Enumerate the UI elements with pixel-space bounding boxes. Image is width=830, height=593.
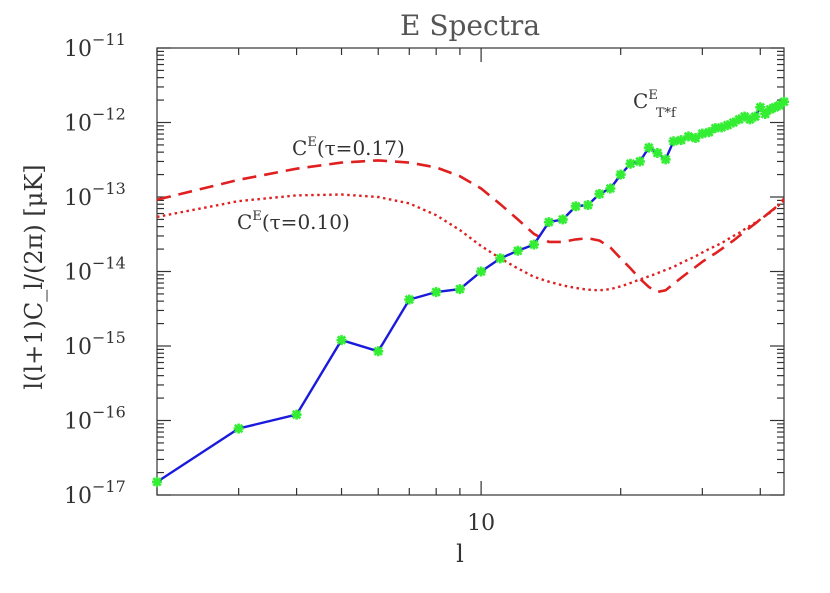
data-point bbox=[634, 156, 645, 167]
series-label-tau017: CE(τ=0.17) bbox=[292, 135, 405, 160]
data-point bbox=[652, 147, 663, 158]
y-tick-label: 10−17 bbox=[64, 477, 126, 509]
y-tick-base: 10 bbox=[64, 484, 92, 509]
data-point bbox=[570, 201, 581, 212]
y-tick-exp: −13 bbox=[92, 179, 126, 198]
series-label-tau017-main: C bbox=[292, 136, 307, 160]
data-point bbox=[512, 245, 523, 256]
y-tick-exp: −17 bbox=[92, 477, 126, 496]
series-line-0 bbox=[157, 100, 784, 483]
y-axis-label: l(l+1)C_l/(2π) [μK] bbox=[20, 164, 48, 389]
series-label-tau010-main: C bbox=[237, 210, 252, 234]
y-tick-exp: −11 bbox=[92, 30, 126, 49]
series-line-2 bbox=[157, 193, 784, 292]
x-axis: 10 bbox=[156, 48, 761, 536]
data-point bbox=[557, 214, 568, 225]
y-tick-base: 10 bbox=[64, 186, 92, 211]
data-point bbox=[476, 266, 487, 277]
series-layer bbox=[152, 96, 789, 487]
data-point bbox=[528, 239, 539, 250]
series-label-tau017-sup: E bbox=[307, 135, 317, 150]
series-line-1 bbox=[157, 159, 784, 294]
series-label-tf: CE T*f bbox=[633, 88, 677, 121]
data-point bbox=[233, 423, 244, 434]
data-point bbox=[152, 476, 162, 487]
data-point bbox=[454, 284, 465, 295]
series-label-tf-sub: T*f bbox=[656, 106, 677, 121]
y-tick-exp: −14 bbox=[92, 254, 126, 273]
data-point bbox=[336, 335, 347, 346]
y-tick-base: 10 bbox=[64, 112, 92, 137]
y-tick-label: 10−16 bbox=[64, 403, 126, 435]
y-tick-exp: −16 bbox=[92, 403, 126, 422]
data-point bbox=[594, 188, 605, 199]
y-tick-base: 10 bbox=[64, 335, 92, 360]
data-point bbox=[625, 158, 636, 169]
x-tick-label: 10 bbox=[467, 511, 495, 536]
data-point bbox=[373, 346, 384, 357]
data-point bbox=[431, 287, 442, 298]
y-tick-base: 10 bbox=[64, 410, 92, 435]
data-point bbox=[404, 294, 415, 305]
y-tick-label: 10−13 bbox=[64, 179, 126, 211]
chart-title: E Spectra bbox=[400, 9, 540, 42]
y-tick-base: 10 bbox=[64, 261, 92, 286]
data-point bbox=[615, 169, 626, 180]
series-label-tf-sup: E bbox=[648, 88, 658, 103]
y-tick-exp: −15 bbox=[92, 328, 126, 347]
series-label-tau010-sup: E bbox=[252, 209, 262, 224]
data-point bbox=[750, 111, 761, 122]
y-tick-label: 10−15 bbox=[64, 328, 126, 360]
plot-frame bbox=[156, 47, 785, 496]
data-point bbox=[660, 154, 671, 165]
series-label-tau010-rest: (τ=0.10) bbox=[262, 210, 350, 234]
series-label-tf-main: C bbox=[633, 89, 648, 113]
y-tick-label: 10−11 bbox=[64, 30, 126, 62]
y-tick-label: 10−12 bbox=[64, 105, 126, 137]
data-point bbox=[605, 183, 616, 194]
data-point bbox=[291, 409, 302, 420]
series-label-tau017-rest: (τ=0.17) bbox=[317, 136, 405, 160]
data-point bbox=[779, 96, 789, 107]
series-label-tau010: CE(τ=0.10) bbox=[237, 209, 350, 234]
data-point bbox=[690, 132, 701, 143]
y-tick-base: 10 bbox=[64, 37, 92, 62]
data-point bbox=[495, 253, 506, 264]
data-point bbox=[582, 200, 593, 211]
y-tick-exp: −12 bbox=[92, 105, 126, 124]
data-point bbox=[643, 142, 654, 153]
data-point bbox=[543, 217, 554, 228]
x-axis-label: l bbox=[456, 540, 464, 568]
y-tick-label: 10−14 bbox=[64, 254, 126, 286]
